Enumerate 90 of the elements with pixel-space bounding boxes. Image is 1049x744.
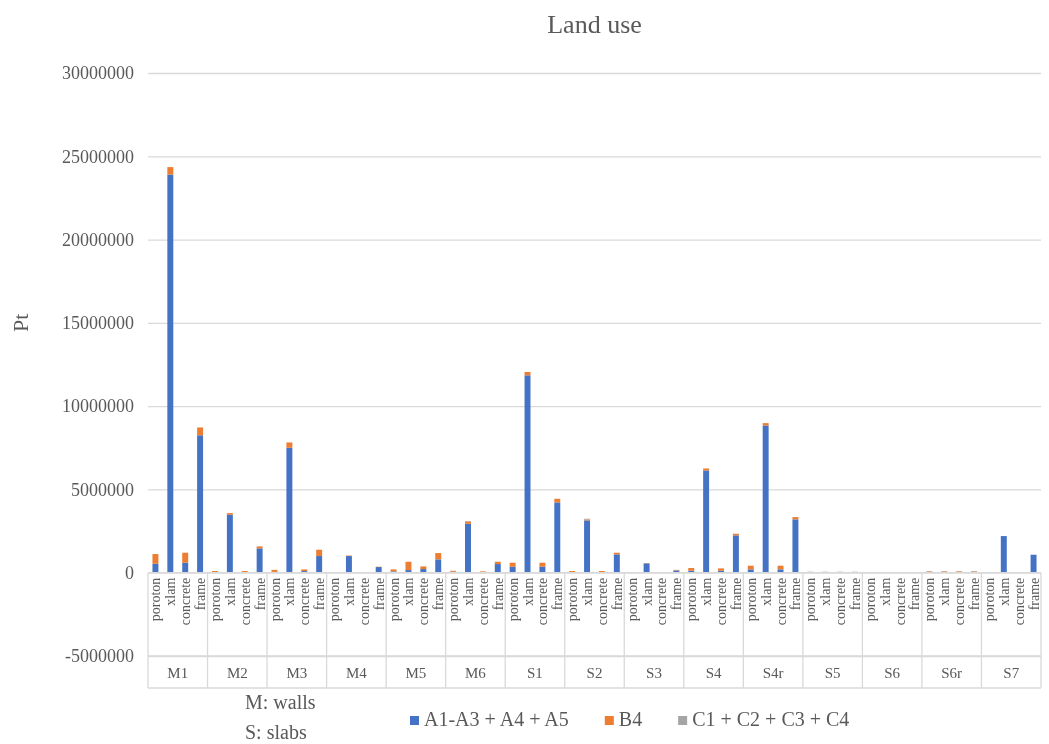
x-tick-label: poroton (862, 577, 878, 622)
x-tick-label: poroton (565, 577, 581, 622)
x-tick-label: poroton (207, 577, 223, 622)
x-tick-label: concrete (773, 577, 789, 626)
x-tick-label: xlam (401, 577, 417, 606)
x-tick-label: xlam (341, 577, 357, 606)
x-tick-label: xlam (758, 577, 774, 606)
x-tick-label: concrete (714, 577, 730, 626)
x-tick-label: concrete (297, 577, 313, 626)
text: S4r (762, 665, 784, 681)
x-tick-label: concrete (1011, 577, 1027, 626)
x-tick-label: concrete (356, 577, 372, 626)
x-tick-label: poroton (327, 577, 343, 622)
x-tick-label: xlam (639, 577, 655, 606)
text: M1 (167, 665, 189, 681)
x-tick-label: xlam (163, 577, 179, 606)
x-tick-label: concrete (535, 577, 551, 626)
text: S4 (705, 665, 722, 681)
x-tick-label: frame (1026, 577, 1042, 611)
x-tick-label: frame (193, 577, 209, 611)
x-tick-label: frame (669, 577, 685, 611)
x-tick-label: concrete (594, 577, 610, 626)
x-tick-label: poroton (148, 577, 164, 622)
text: S: slabs (245, 721, 307, 743)
x-tick-label: frame (431, 577, 447, 611)
y-tick-label: 0 (125, 562, 134, 583)
y-tick-label: 10000000 (62, 396, 134, 417)
text: M: walls (245, 691, 316, 713)
y-tick-label: 30000000 (62, 63, 134, 84)
x-tick-label: frame (371, 577, 387, 611)
x-tick-label: xlam (520, 577, 536, 606)
x-tick-label: frame (252, 577, 268, 611)
chart-title: Land use (547, 10, 642, 39)
x-tick-label: frame (312, 577, 328, 611)
x-tick-label: xlam (580, 577, 596, 606)
x-tick-label: xlam (937, 577, 953, 606)
text: S1 (527, 665, 543, 681)
x-tick-label: concrete (892, 577, 908, 626)
legend-label: C1 + C2 + C3 + C4 (692, 708, 850, 730)
text: M3 (286, 665, 308, 681)
x-tick-label: frame (609, 577, 625, 611)
text: S6 (884, 665, 901, 681)
x-tick-label: concrete (237, 577, 253, 626)
legend-label: B4 (618, 708, 643, 730)
x-tick-label: frame (907, 577, 923, 611)
x-tick-label: poroton (386, 577, 402, 622)
x-tick-label: concrete (475, 577, 491, 626)
text: M6 (465, 665, 487, 681)
x-tick-label: xlam (222, 577, 238, 606)
x-tick-label: poroton (981, 577, 997, 622)
x-tick-label: xlam (818, 577, 834, 606)
legend-label: A1-A3 + A4 + A5 (424, 708, 569, 730)
text: S2 (586, 665, 603, 681)
x-tick-label: poroton (446, 577, 462, 622)
x-tick-label: xlam (699, 577, 715, 606)
text: S7 (1003, 665, 1020, 681)
x-tick-label: poroton (803, 577, 819, 622)
x-tick-label: xlam (996, 577, 1012, 606)
x-tick-label: frame (490, 577, 506, 611)
x-tick-label: poroton (505, 577, 521, 622)
x-tick-label: frame (728, 577, 744, 611)
text: M4 (345, 665, 368, 681)
x-tick-label: frame (788, 577, 804, 611)
y-tick-label: 25000000 (62, 146, 134, 167)
text: S3 (646, 665, 662, 681)
x-tick-label: concrete (833, 577, 849, 626)
x-tick-label: xlam (460, 577, 476, 606)
x-tick-label: poroton (684, 577, 700, 622)
x-tick-label: concrete (178, 577, 194, 626)
text: S6r (941, 665, 963, 681)
x-tick-label: frame (550, 577, 566, 611)
x-tick-label: poroton (743, 577, 759, 622)
x-tick-label: concrete (654, 577, 670, 626)
y-axis-title: Pt (8, 313, 33, 333)
text: S5 (824, 665, 841, 681)
x-tick-label: xlam (282, 577, 298, 606)
x-tick-label: poroton (922, 577, 938, 622)
x-tick-label: frame (847, 577, 863, 611)
x-tick-label: poroton (267, 577, 283, 622)
x-tick-label: frame (967, 577, 983, 611)
x-tick-label: concrete (952, 577, 968, 626)
y-tick-label: 15000000 (62, 313, 134, 334)
y-tick-label: -5000000 (65, 646, 134, 667)
y-tick-label: 5000000 (71, 479, 134, 500)
text: M2 (226, 665, 248, 681)
text: M5 (405, 665, 427, 681)
x-tick-label: xlam (877, 577, 893, 606)
x-tick-label: poroton (624, 577, 640, 622)
y-tick-label: 20000000 (62, 229, 134, 250)
x-tick-label: concrete (416, 577, 432, 626)
